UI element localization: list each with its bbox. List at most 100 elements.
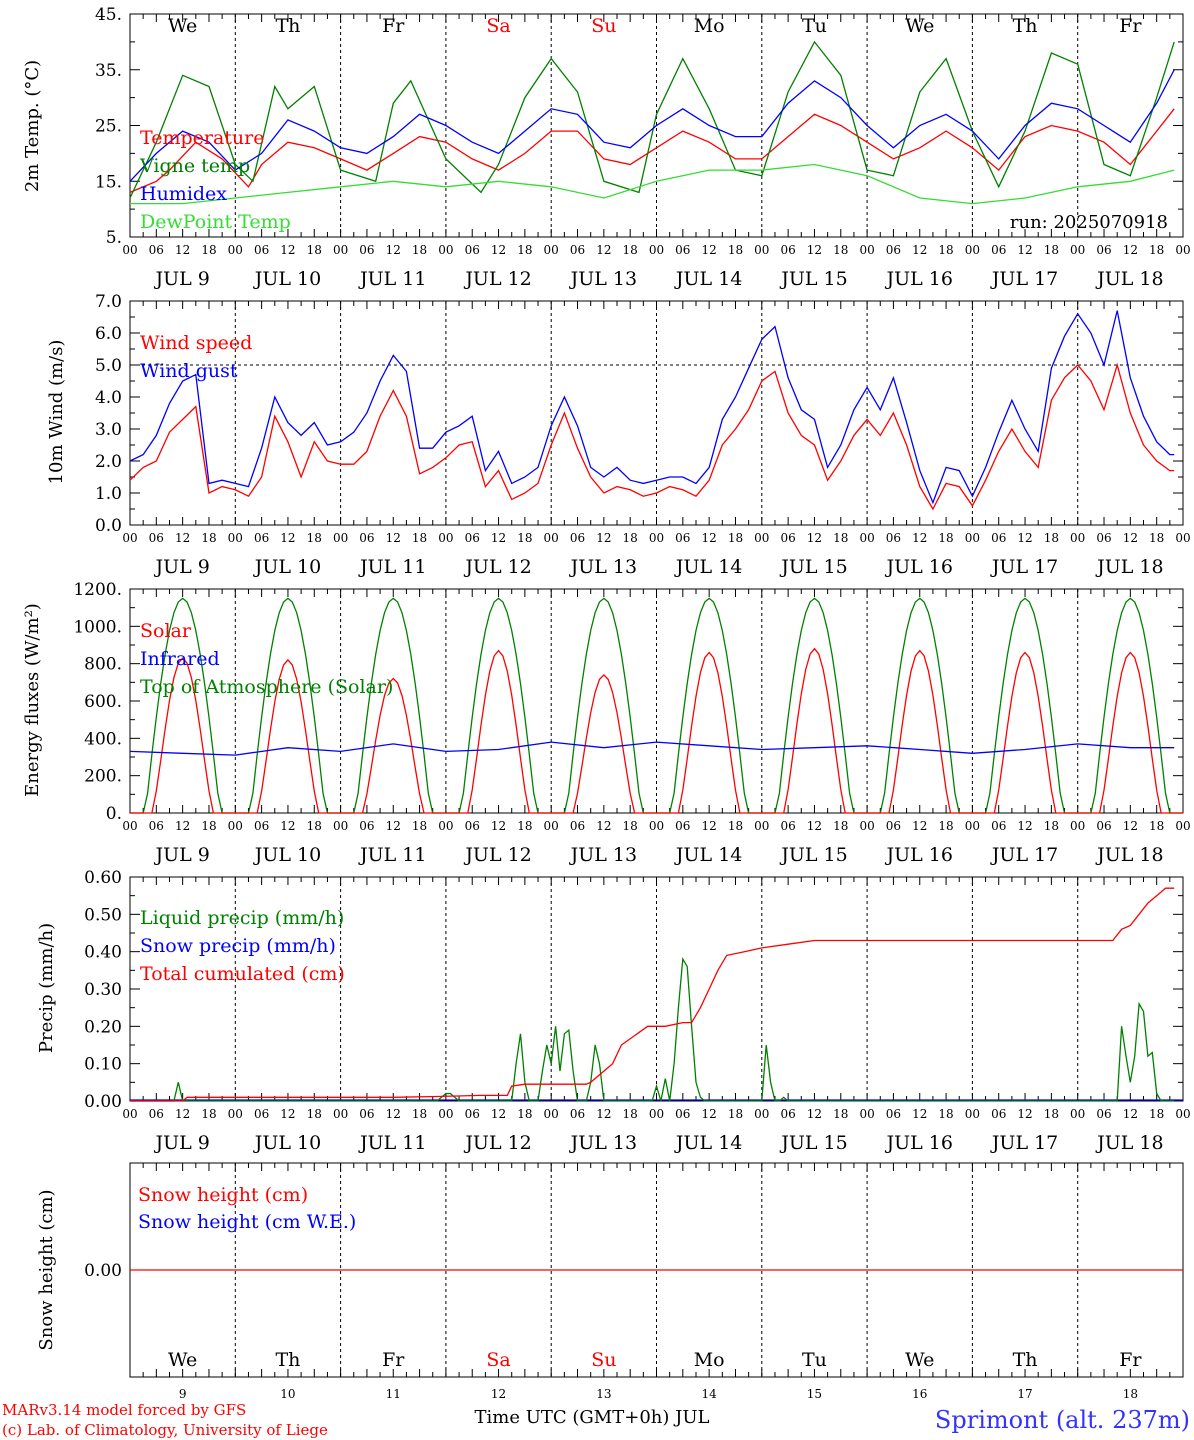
date-label: JUL 12 bbox=[463, 1132, 531, 1154]
precip-legend-0: Liquid precip (mm/h) bbox=[140, 907, 344, 929]
day-number: 18 bbox=[1123, 1387, 1138, 1401]
hour-tick-label: 06 bbox=[359, 243, 374, 257]
y-tick-label: 600. bbox=[84, 692, 122, 712]
hour-tick-label: 06 bbox=[359, 1107, 374, 1121]
hour-tick-label: 12 bbox=[280, 819, 295, 833]
hour-tick-label: 00 bbox=[122, 1107, 137, 1121]
date-label: JUL 15 bbox=[779, 844, 847, 866]
y-tick-label: 5.0 bbox=[95, 356, 122, 376]
hour-tick-label: 18 bbox=[517, 531, 532, 545]
wind-legend-1: Wind gust bbox=[140, 360, 238, 382]
infrared-line bbox=[129, 741, 1175, 756]
hour-tick-label: 18 bbox=[201, 531, 216, 545]
day-name: Su bbox=[591, 15, 616, 37]
hour-tick-label: 00 bbox=[859, 243, 874, 257]
day-number: 16 bbox=[912, 1387, 927, 1401]
wind-panel: 0.0 1.0 2.0 3.0 4.0 5.0 6.0 7.0 00 06 12 18 00 06 12 18… bbox=[46, 292, 1191, 578]
day-name: Mo bbox=[694, 1349, 725, 1371]
hour-tick-label: 18 bbox=[1149, 243, 1164, 257]
y-tick-label: 0.00 bbox=[84, 1092, 122, 1112]
date-label: JUL 11 bbox=[358, 844, 426, 866]
hour-tick-label: 12 bbox=[386, 1107, 401, 1121]
hour-tick-label: 00 bbox=[228, 819, 243, 833]
hour-tick-label: 06 bbox=[886, 1107, 901, 1121]
day-name: We bbox=[905, 1349, 934, 1371]
day-name: Sa bbox=[486, 15, 510, 37]
hour-tick-label: 00 bbox=[965, 819, 980, 833]
hour-tick-label: 18 bbox=[728, 531, 743, 545]
y-tick-label: 5. bbox=[106, 228, 122, 248]
hour-tick-label: 00 bbox=[544, 1107, 559, 1121]
day-name: Fr bbox=[1119, 1349, 1142, 1371]
energy-legend-2: Top of Atmosphere (Solar) bbox=[140, 676, 393, 698]
hour-tick-label: 12 bbox=[1017, 819, 1032, 833]
y-tick-label: 3.0 bbox=[95, 420, 122, 440]
hour-tick-label: 06 bbox=[991, 531, 1006, 545]
date-label: JUL 13 bbox=[569, 556, 637, 578]
snow-ylabel: Snow height (cm) bbox=[36, 1189, 57, 1350]
station-name: Sprimont (alt. 237m) bbox=[935, 1406, 1190, 1434]
hour-tick-label: 00 bbox=[1070, 243, 1085, 257]
date-label: JUL 15 bbox=[779, 556, 847, 578]
y-tick-label: 400. bbox=[84, 729, 122, 749]
hour-tick-label: 18 bbox=[412, 1107, 427, 1121]
day-number: 10 bbox=[280, 1387, 295, 1401]
y-tick-label: 0.0 bbox=[95, 516, 122, 536]
hour-tick-label: 12 bbox=[1017, 531, 1032, 545]
hour-tick-label: 06 bbox=[1096, 531, 1111, 545]
hour-tick-label: 00 bbox=[1070, 819, 1085, 833]
hour-tick-label: 00 bbox=[859, 531, 874, 545]
temperature-legend-0: Temperature bbox=[140, 127, 264, 149]
hour-tick-label: 00 bbox=[1175, 1107, 1190, 1121]
day-name: Fr bbox=[1119, 15, 1142, 37]
hour-tick-label: 06 bbox=[886, 243, 901, 257]
model-credit: MARv3.14 model forced by GFS bbox=[2, 1401, 246, 1419]
hour-tick-label: 06 bbox=[991, 243, 1006, 257]
hour-tick-label: 12 bbox=[596, 819, 611, 833]
hour-tick-label: 18 bbox=[728, 1107, 743, 1121]
hour-tick-label: 00 bbox=[228, 243, 243, 257]
date-label: JUL 9 bbox=[153, 268, 209, 290]
hour-tick-label: 12 bbox=[807, 243, 822, 257]
hour-tick-label: 00 bbox=[965, 243, 980, 257]
hour-tick-label: 00 bbox=[438, 243, 453, 257]
hour-tick-label: 12 bbox=[175, 531, 190, 545]
hour-tick-label: 12 bbox=[280, 531, 295, 545]
date-label: JUL 12 bbox=[463, 556, 531, 578]
hour-tick-label: 00 bbox=[438, 1107, 453, 1121]
hour-tick-label: 12 bbox=[1123, 243, 1138, 257]
hour-tick-label: 12 bbox=[1017, 243, 1032, 257]
hour-tick-label: 06 bbox=[254, 1107, 269, 1121]
temperature-legend-1: Vigne temp bbox=[139, 155, 250, 177]
day-name: Th bbox=[275, 15, 300, 37]
date-label: JUL 16 bbox=[885, 844, 953, 866]
date-label: JUL 13 bbox=[569, 844, 637, 866]
hour-tick-label: 06 bbox=[1096, 1107, 1111, 1121]
hour-tick-label: 12 bbox=[702, 531, 717, 545]
day-number: 13 bbox=[596, 1387, 611, 1401]
hour-tick-label: 06 bbox=[465, 1107, 480, 1121]
date-label: JUL 14 bbox=[674, 1132, 742, 1154]
hour-tick-label: 12 bbox=[807, 531, 822, 545]
wind-ylabel: 10m Wind (m/s) bbox=[46, 340, 67, 485]
y-tick-label: 800. bbox=[84, 655, 122, 675]
hour-tick-label: 18 bbox=[938, 531, 953, 545]
x-axis-title: Time UTC (GMT+0h) JUL bbox=[475, 1407, 710, 1428]
vigne-temp-line bbox=[129, 40, 1175, 199]
hour-tick-label: 12 bbox=[1017, 1107, 1032, 1121]
hour-tick-label: 00 bbox=[1070, 1107, 1085, 1121]
hour-tick-label: 18 bbox=[833, 819, 848, 833]
hour-tick-label: 12 bbox=[702, 819, 717, 833]
hour-tick-label: 18 bbox=[623, 1107, 638, 1121]
day-name: We bbox=[905, 15, 934, 37]
hour-tick-label: 00 bbox=[649, 243, 664, 257]
hour-tick-label: 18 bbox=[728, 819, 743, 833]
hour-tick-label: 00 bbox=[754, 243, 769, 257]
date-label: JUL 14 bbox=[674, 844, 742, 866]
hour-tick-label: 06 bbox=[254, 819, 269, 833]
day-number: 14 bbox=[702, 1387, 718, 1401]
day-number: 9 bbox=[179, 1387, 187, 1401]
date-label: JUL 17 bbox=[990, 844, 1058, 866]
precip-frame: 0.00 0.10 0.20 0.30 0.40 0.50 0.60 00 06 12 18 00 06… bbox=[84, 868, 1191, 1154]
energy-panel: 0. 200. 400. 600. 800. 1000. 1200. 00 06 12 18 00 06… bbox=[22, 580, 1191, 866]
